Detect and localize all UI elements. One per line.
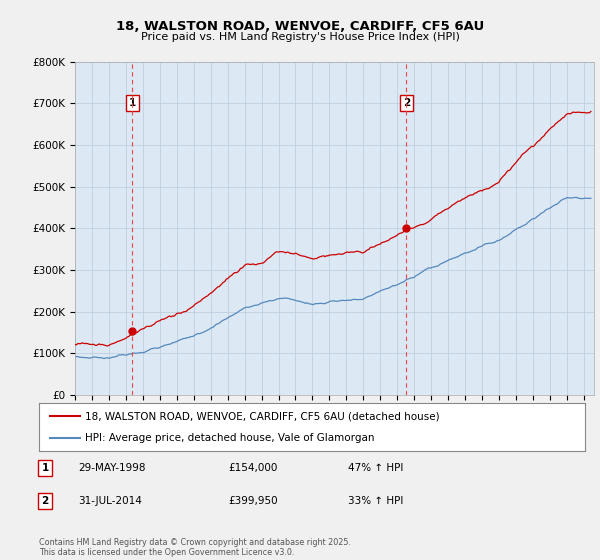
Text: 18, WALSTON ROAD, WENVOE, CARDIFF, CF5 6AU: 18, WALSTON ROAD, WENVOE, CARDIFF, CF5 6… xyxy=(116,20,484,32)
Text: 31-JUL-2014: 31-JUL-2014 xyxy=(78,496,142,506)
Text: 1: 1 xyxy=(41,463,49,473)
Text: 47% ↑ HPI: 47% ↑ HPI xyxy=(348,463,403,473)
Text: 2: 2 xyxy=(41,496,49,506)
Text: £154,000: £154,000 xyxy=(228,463,277,473)
Text: HPI: Average price, detached house, Vale of Glamorgan: HPI: Average price, detached house, Vale… xyxy=(85,433,375,443)
Text: £399,950: £399,950 xyxy=(228,496,278,506)
Text: 33% ↑ HPI: 33% ↑ HPI xyxy=(348,496,403,506)
Text: 29-MAY-1998: 29-MAY-1998 xyxy=(78,463,146,473)
Text: 18, WALSTON ROAD, WENVOE, CARDIFF, CF5 6AU (detached house): 18, WALSTON ROAD, WENVOE, CARDIFF, CF5 6… xyxy=(85,411,440,421)
Text: Price paid vs. HM Land Registry's House Price Index (HPI): Price paid vs. HM Land Registry's House … xyxy=(140,32,460,43)
Text: 2: 2 xyxy=(403,98,410,108)
Text: Contains HM Land Registry data © Crown copyright and database right 2025.
This d: Contains HM Land Registry data © Crown c… xyxy=(39,538,351,557)
Text: 1: 1 xyxy=(128,98,136,108)
